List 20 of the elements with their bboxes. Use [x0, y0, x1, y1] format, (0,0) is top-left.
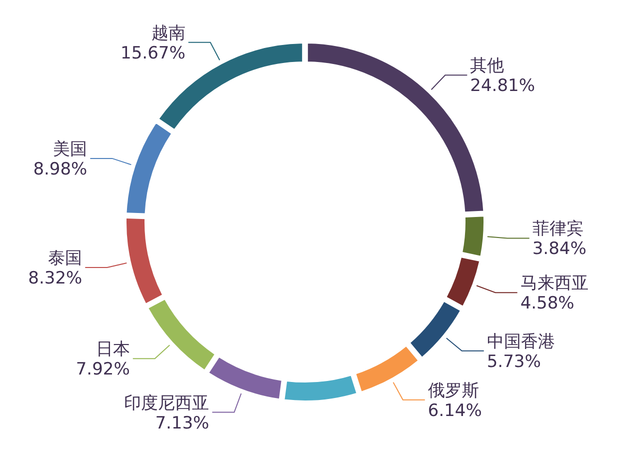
- data-label: 5.73%: [486, 352, 541, 372]
- slice-label: 菲律宾: [532, 219, 584, 240]
- slice-label: 美国: [53, 139, 88, 160]
- data-label: 6.14%: [428, 400, 482, 421]
- slice-label: 日本: [96, 340, 130, 360]
- slice-label: 泰国: [48, 248, 82, 268]
- slice-label: 俄罗斯: [428, 380, 479, 401]
- slice-label: 越南: [151, 23, 186, 44]
- data-label: 3.84%: [532, 239, 586, 260]
- data-label: 15.67%: [120, 43, 186, 64]
- data-label: 8.98%: [33, 159, 88, 180]
- data-label: 4.58%: [520, 294, 574, 314]
- slice-label: 马来西亚: [520, 274, 588, 294]
- data-label: 7.13%: [155, 413, 210, 434]
- data-label: 24.81%: [470, 76, 535, 96]
- slice-label: 中国香港: [486, 332, 555, 352]
- slice-label: 印度尼西亚: [124, 393, 210, 414]
- data-label: 8.32%: [28, 268, 82, 288]
- slice-label: 其他: [470, 56, 504, 76]
- data-label: 7.92%: [76, 360, 130, 380]
